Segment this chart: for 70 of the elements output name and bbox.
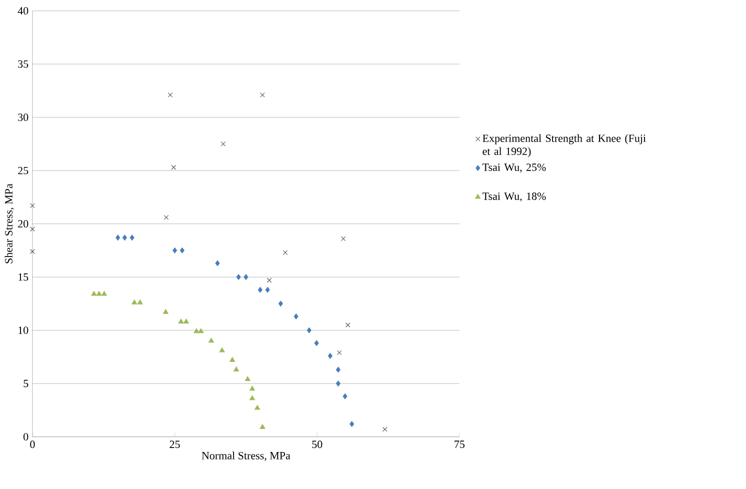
point — [249, 386, 255, 391]
point — [260, 424, 266, 429]
point — [137, 300, 143, 304]
point — [382, 426, 388, 432]
point — [30, 203, 35, 208]
point — [260, 92, 265, 98]
point — [254, 404, 260, 410]
point — [306, 327, 312, 334]
y-tick-label: 35 — [18, 60, 28, 68]
point — [220, 142, 226, 146]
point — [236, 274, 241, 280]
x-tick-label: 75 — [454, 440, 465, 448]
point — [328, 352, 332, 359]
point — [30, 249, 35, 254]
point — [132, 300, 138, 304]
point — [266, 278, 272, 283]
point — [183, 318, 189, 324]
point — [350, 421, 354, 427]
point — [215, 260, 220, 266]
point — [198, 328, 204, 334]
point — [244, 376, 250, 381]
point — [162, 309, 168, 314]
point — [345, 322, 350, 328]
y-tick-label: 25 — [18, 166, 28, 174]
legend-label: Experimental Strength at Knee (Fuji et al 1992) — [482, 134, 646, 158]
point — [342, 393, 348, 400]
point — [101, 290, 107, 296]
y-tick-label: 30 — [18, 114, 28, 122]
point — [130, 234, 134, 241]
point — [234, 366, 239, 372]
point — [244, 274, 248, 280]
point — [122, 234, 127, 241]
x-tick-label: 0 — [30, 440, 35, 448]
y-tick-label: 10 — [18, 326, 28, 334]
point — [294, 314, 298, 320]
point — [282, 250, 288, 255]
y-tick-label: 40 — [18, 7, 28, 15]
point — [265, 286, 270, 293]
point — [208, 338, 214, 343]
point — [91, 290, 97, 296]
point — [30, 226, 35, 232]
point — [164, 214, 169, 220]
y-axis-title: Shear Stress, MPa — [4, 184, 14, 264]
point — [171, 164, 176, 170]
x-tick-label: 25 — [170, 440, 180, 448]
x-tick-label: 50 — [312, 440, 322, 448]
point — [336, 366, 340, 373]
y-tick-label: 5 — [24, 380, 28, 388]
point — [314, 340, 319, 346]
point — [230, 357, 236, 362]
point — [278, 300, 283, 307]
point — [258, 286, 262, 293]
legend-label: Tsai Wu, 25% — [482, 164, 546, 173]
point — [340, 236, 346, 242]
point — [168, 92, 173, 98]
point — [336, 380, 340, 386]
point — [249, 395, 255, 400]
y-tick-label: 15 — [18, 273, 28, 281]
y-tick-label: 0 — [24, 433, 28, 441]
point — [219, 347, 225, 352]
point — [194, 328, 200, 334]
point — [336, 350, 342, 356]
point — [116, 234, 120, 241]
point — [96, 290, 102, 296]
point — [180, 248, 184, 254]
y-tick-label: 20 — [18, 220, 28, 228]
point — [172, 248, 178, 254]
point — [178, 318, 184, 324]
legend-label: Tsai Wu, 18% — [482, 192, 546, 202]
x-axis-title: Normal Stress, MPa — [202, 452, 290, 461]
